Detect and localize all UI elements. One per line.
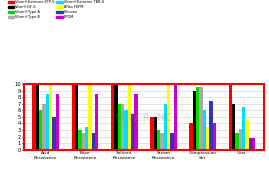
Bar (170, 133, 174, 150)
Bar (167, 84, 170, 150)
Bar (52, 117, 56, 150)
Bar (239, 129, 242, 150)
Bar (235, 133, 239, 150)
Bar (134, 94, 138, 150)
Bar (128, 84, 131, 150)
Legend: Viton®Extreme ETP-S, Viton®GF-S, Viton®Type A, Viton®Type B, Viton®Extreme TBR-S: Viton®Extreme ETP-S, Viton®GF-S, Viton®T… (7, 0, 104, 19)
Bar (160, 133, 164, 150)
Bar (75, 84, 78, 150)
Bar (203, 110, 206, 150)
Bar (249, 138, 252, 150)
Bar (49, 84, 52, 150)
Bar (43, 104, 46, 150)
Bar (242, 107, 245, 150)
Bar (229, 84, 232, 150)
Bar (124, 110, 128, 150)
Bar (213, 123, 216, 150)
Bar (82, 133, 85, 150)
Bar (78, 130, 82, 150)
Bar (46, 94, 49, 150)
Bar (164, 104, 167, 150)
Bar (196, 87, 199, 150)
Bar (252, 138, 255, 150)
Bar (189, 123, 193, 150)
Bar (92, 133, 95, 150)
Bar (150, 117, 154, 150)
Bar (232, 104, 235, 150)
Bar (131, 114, 134, 150)
Bar (245, 120, 249, 150)
Bar (174, 84, 177, 150)
Bar (111, 84, 114, 150)
Text: M-ECR INC: M-ECR INC (115, 113, 172, 123)
Bar (157, 130, 160, 150)
Bar (36, 84, 39, 150)
Bar (39, 110, 43, 150)
Bar (72, 84, 75, 150)
Bar (95, 94, 98, 150)
Bar (89, 84, 92, 150)
Bar (118, 104, 121, 150)
Bar (199, 87, 203, 150)
Bar (121, 104, 124, 150)
Bar (206, 127, 210, 150)
Bar (85, 127, 89, 150)
Bar (193, 91, 196, 150)
Bar (56, 94, 59, 150)
Bar (114, 84, 118, 150)
Bar (33, 84, 36, 150)
Bar (210, 101, 213, 150)
Bar (154, 117, 157, 150)
